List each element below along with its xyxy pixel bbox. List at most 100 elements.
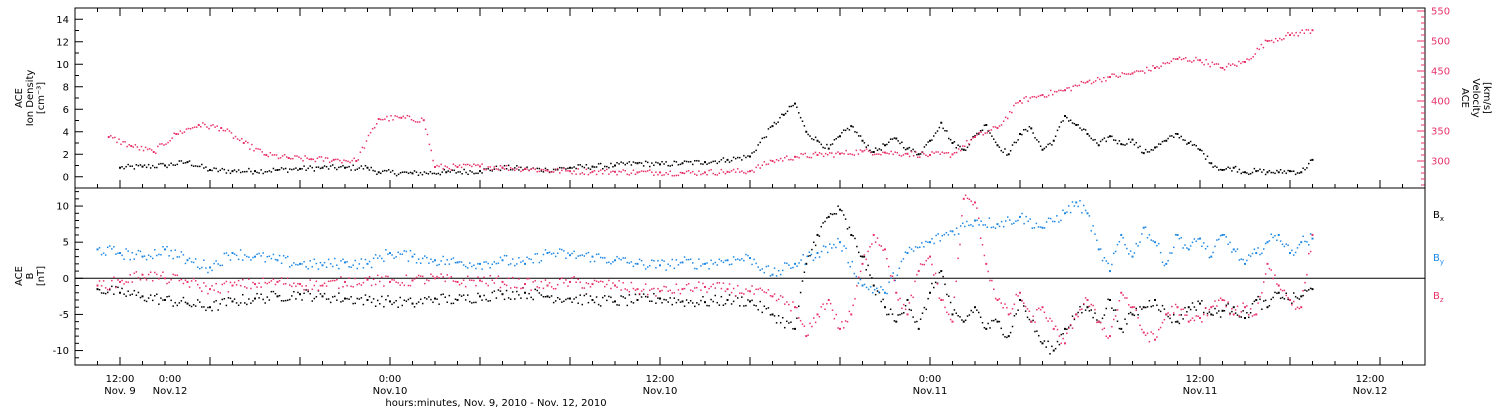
bz-point bbox=[1227, 301, 1229, 303]
by-point bbox=[710, 259, 712, 262]
by-point bbox=[708, 268, 710, 270]
bz-point bbox=[899, 297, 901, 300]
density-point bbox=[1186, 143, 1188, 145]
density-point bbox=[282, 168, 285, 170]
by-point bbox=[755, 262, 757, 265]
bx-point bbox=[708, 305, 710, 307]
by-point bbox=[340, 260, 342, 262]
density-point bbox=[509, 168, 512, 171]
by-point bbox=[1218, 238, 1220, 241]
bz-point bbox=[96, 284, 99, 287]
bz-point bbox=[344, 280, 346, 283]
density-point bbox=[493, 168, 496, 170]
by-point bbox=[1081, 212, 1083, 214]
by-point bbox=[1109, 270, 1111, 273]
velocity-point bbox=[947, 152, 950, 154]
velocity-point bbox=[904, 152, 907, 155]
bx-point bbox=[1148, 299, 1151, 302]
velocity-point bbox=[330, 160, 333, 162]
density-point bbox=[985, 124, 988, 126]
by-point bbox=[456, 261, 459, 264]
bx-point bbox=[548, 296, 551, 299]
by-point bbox=[1187, 248, 1190, 251]
by-point bbox=[1137, 245, 1139, 247]
velocity-point bbox=[466, 163, 469, 166]
by-point bbox=[458, 261, 461, 263]
density-point bbox=[158, 163, 160, 165]
velocity-point bbox=[976, 134, 978, 136]
by-point bbox=[1039, 226, 1042, 228]
velocity-point bbox=[1246, 58, 1248, 60]
bx-point bbox=[1163, 308, 1166, 310]
density-point bbox=[441, 171, 444, 173]
bx-point bbox=[348, 298, 350, 300]
velocity-point bbox=[556, 167, 559, 170]
bx-point bbox=[763, 305, 766, 307]
velocity-point bbox=[559, 172, 561, 174]
density-point bbox=[796, 106, 798, 109]
by-point bbox=[1199, 237, 1201, 240]
bz-point bbox=[379, 280, 381, 283]
density-point bbox=[1079, 127, 1081, 129]
bz-point bbox=[1113, 318, 1115, 321]
bx-point bbox=[1216, 312, 1218, 314]
density-point bbox=[981, 129, 984, 132]
by-point bbox=[350, 266, 352, 269]
bz-point bbox=[856, 285, 858, 287]
velocity-point bbox=[1238, 60, 1240, 63]
velocity-point bbox=[464, 163, 467, 166]
bx-point bbox=[820, 225, 822, 228]
density-point bbox=[542, 171, 545, 173]
velocity-point bbox=[236, 138, 239, 140]
velocity-point bbox=[1156, 66, 1158, 68]
bx-point bbox=[121, 287, 123, 290]
bx-point bbox=[1274, 291, 1276, 294]
bz-point bbox=[730, 291, 733, 294]
bz-point bbox=[1007, 313, 1010, 316]
bx-point bbox=[835, 213, 837, 215]
bz-point bbox=[1133, 306, 1136, 308]
density-point bbox=[311, 166, 314, 169]
velocity-point bbox=[806, 156, 809, 158]
by-point bbox=[164, 248, 166, 251]
density-point bbox=[1193, 143, 1196, 146]
by-point bbox=[370, 266, 373, 269]
by-point bbox=[1165, 262, 1168, 265]
bx-point bbox=[698, 303, 700, 306]
bx-point bbox=[528, 292, 530, 295]
bz-point bbox=[460, 282, 463, 285]
bx-point bbox=[379, 303, 381, 305]
density-point bbox=[786, 110, 789, 113]
density-point bbox=[1195, 144, 1197, 147]
velocity-point bbox=[798, 156, 800, 159]
bx-point bbox=[728, 294, 731, 296]
density-point bbox=[716, 162, 719, 165]
by-point bbox=[278, 254, 281, 257]
by-point bbox=[1291, 249, 1293, 252]
bx-point bbox=[1002, 333, 1004, 336]
bz-point bbox=[634, 289, 637, 291]
density-point bbox=[217, 170, 219, 173]
velocity-point bbox=[460, 166, 463, 169]
density-point bbox=[1139, 145, 1141, 148]
bz-point bbox=[698, 281, 700, 283]
bz-point bbox=[1191, 317, 1194, 319]
bz-point bbox=[835, 313, 837, 316]
density-point bbox=[1216, 166, 1218, 169]
bz-point bbox=[327, 280, 330, 283]
density-point bbox=[888, 141, 890, 144]
density-point bbox=[399, 172, 402, 174]
bz-point bbox=[156, 273, 158, 276]
by-point bbox=[571, 252, 573, 255]
density-point bbox=[362, 168, 365, 170]
bz-point bbox=[710, 285, 712, 288]
velocity-point bbox=[304, 155, 306, 157]
bx-point bbox=[495, 297, 498, 299]
by-point bbox=[998, 225, 1001, 228]
by-point bbox=[734, 258, 737, 261]
velocity-point bbox=[263, 154, 265, 156]
by-point bbox=[499, 256, 502, 259]
by-point bbox=[331, 265, 334, 268]
